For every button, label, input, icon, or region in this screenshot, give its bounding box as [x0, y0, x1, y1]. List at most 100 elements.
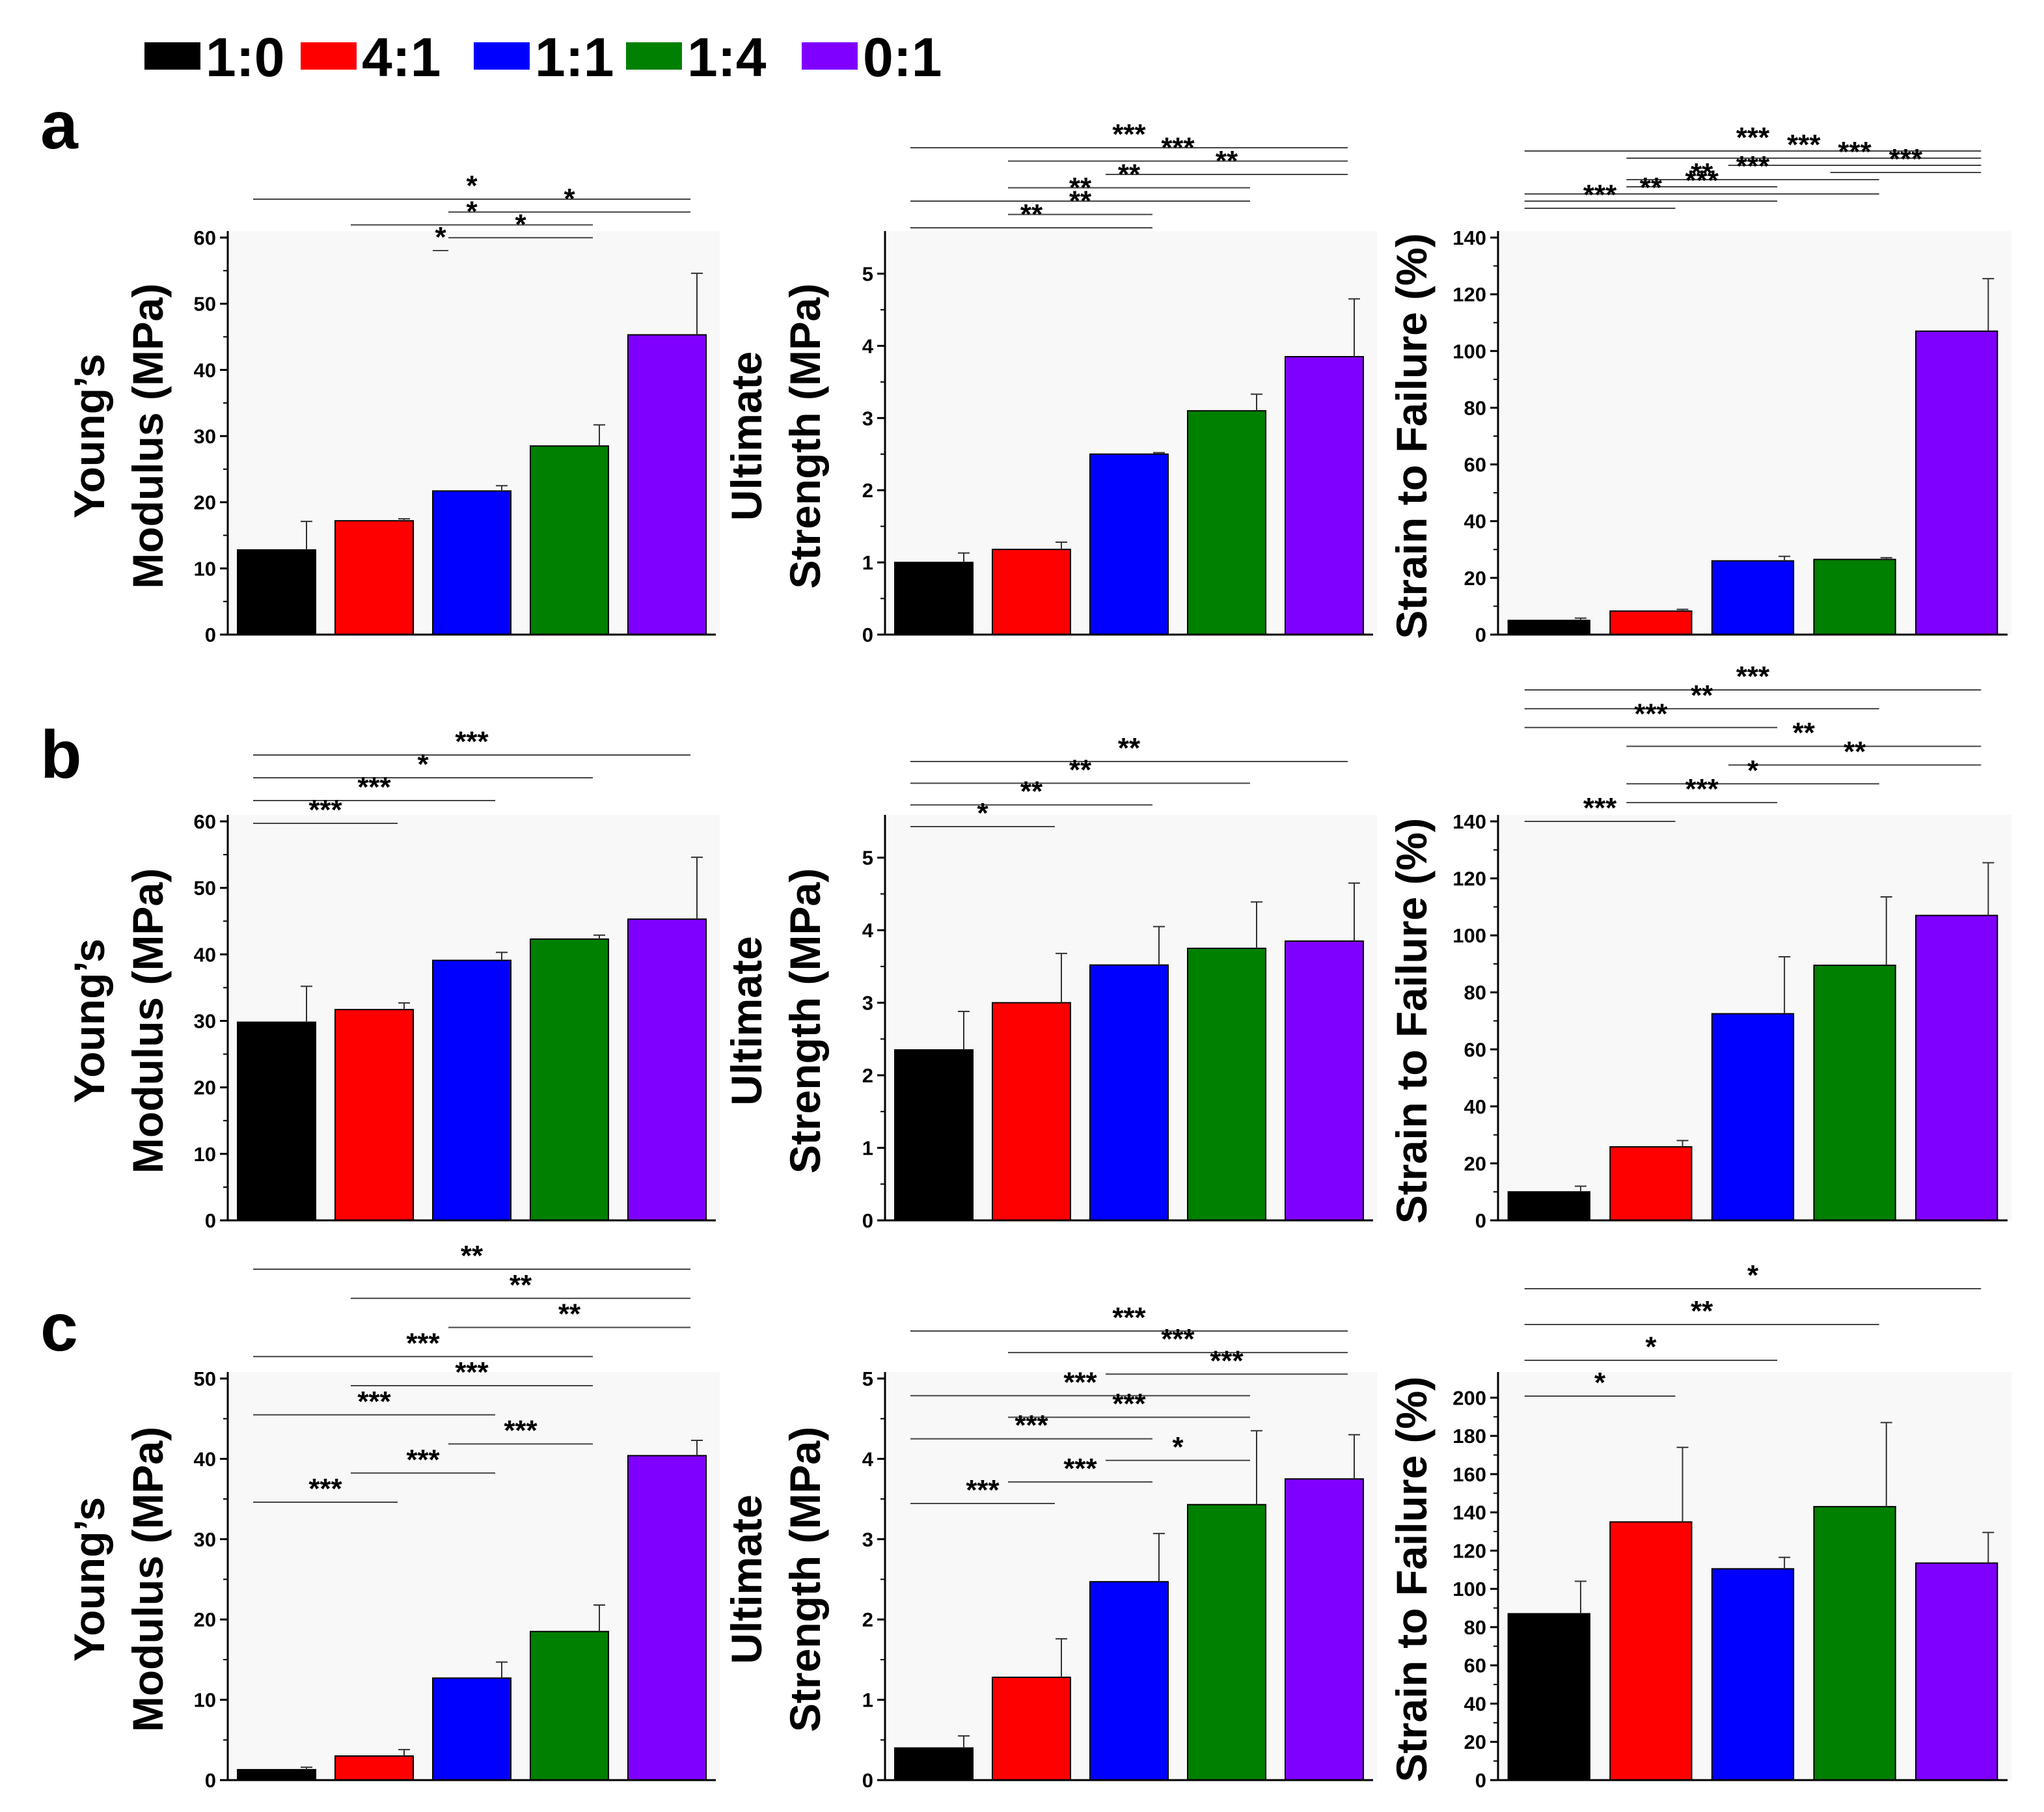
significance-label: *** — [406, 1444, 440, 1476]
bar-1-4 — [530, 1630, 609, 1781]
y-tick-label: 120 — [1452, 868, 1486, 890]
significance-label: * — [417, 748, 429, 780]
y-tick-label: 160 — [1452, 1463, 1486, 1486]
significance-label: ** — [1793, 717, 1816, 749]
significance-label: ** — [1118, 732, 1141, 764]
legend-swatch — [802, 42, 858, 70]
significance-label: ** — [1069, 172, 1092, 204]
significance-label: * — [1747, 1259, 1759, 1291]
y-tick-label: 3 — [862, 407, 873, 430]
y-tick-label: 180 — [1452, 1425, 1486, 1448]
y-tick-label: 20 — [1464, 567, 1486, 590]
legend-label: 1:0 — [206, 27, 284, 88]
y-tick-label: 0 — [205, 624, 216, 646]
significance-label: *** — [455, 1356, 489, 1388]
legend-label: 0:1 — [863, 27, 942, 88]
bar-1-1 — [1711, 560, 1795, 636]
y-tick-label: 30 — [194, 1010, 216, 1033]
y-tick-label: 60 — [1464, 1654, 1486, 1677]
y-tick-label: 5 — [862, 262, 873, 285]
y-axis-label-line-1: Ultimate — [722, 936, 770, 1105]
bar-0-1 — [1915, 1562, 1998, 1781]
y-tick-label: 60 — [194, 810, 216, 833]
y-tick-label: 0 — [1475, 1769, 1486, 1792]
y-tick-label: 2 — [862, 479, 873, 502]
significance-label: *** — [1161, 132, 1195, 164]
significance-label: *** — [966, 1474, 1000, 1506]
y-tick-label: 2 — [862, 1064, 873, 1087]
y-tick-label: 200 — [1452, 1386, 1486, 1409]
y-tick-label: 30 — [194, 1528, 216, 1551]
y-tick-label: 0 — [205, 1209, 216, 1232]
y-axis-label-line-2: Modulus (MPa) — [124, 1427, 172, 1732]
significance-label: ** — [461, 1240, 484, 1272]
significance-label: *** — [1685, 773, 1719, 805]
significance-label: *** — [1736, 661, 1770, 693]
y-tick-label: 140 — [1452, 226, 1486, 249]
legend-swatch — [301, 42, 357, 70]
significance-label: * — [1172, 1431, 1184, 1463]
significance-label: *** — [308, 1473, 342, 1505]
bar-1-0 — [894, 1747, 974, 1781]
significance-label: *** — [1112, 118, 1146, 150]
bar-4-1 — [992, 1002, 1071, 1221]
y-tick-label: 3 — [862, 1528, 873, 1551]
y-tick-label: 20 — [1464, 1152, 1486, 1175]
significance-label: *** — [1583, 179, 1617, 211]
bar-4-1 — [334, 1009, 414, 1222]
bar-1-1 — [1089, 1581, 1169, 1781]
significance-label: *** — [357, 1386, 391, 1418]
y-tick-label: 120 — [1452, 1539, 1486, 1562]
significance-label: ** — [1691, 158, 1713, 189]
y-tick-label: 80 — [1464, 396, 1486, 419]
significance-label: *** — [1063, 1366, 1097, 1398]
significance-label: ** — [558, 1298, 581, 1330]
significance-label: ** — [1691, 1295, 1713, 1327]
row-label-b: b — [40, 717, 82, 793]
y-axis-label-line-2: Modulus (MPa) — [124, 868, 172, 1174]
significance-label: * — [977, 797, 988, 829]
significance-label: *** — [1583, 792, 1617, 824]
y-tick-label: 50 — [194, 293, 216, 316]
y-tick-label: 140 — [1452, 1502, 1486, 1524]
y-tick-label: 1 — [862, 1689, 873, 1712]
panel-b-3: 0 20 40 60 80 100 120 140 Strain to Failure (%) *… — [1387, 661, 2011, 1232]
significance-label: *** — [504, 1415, 538, 1447]
y-tick-label: 40 — [1464, 510, 1486, 533]
y-tick-label: 4 — [862, 919, 874, 942]
bar-1-0 — [894, 1049, 974, 1221]
y-tick-label: 1 — [862, 1137, 873, 1160]
y-axis-label-line-2: Strength (MPa) — [781, 283, 829, 588]
significance-label: * — [564, 183, 575, 215]
y-tick-label: 40 — [194, 359, 216, 381]
bar-4-1 — [1609, 1521, 1693, 1781]
y-tick-label: 100 — [1452, 1578, 1486, 1600]
bar-0-1 — [627, 334, 707, 635]
y-tick-label: 0 — [1475, 624, 1486, 646]
bar-1-1 — [432, 490, 511, 636]
y-tick-label: 20 — [194, 1608, 216, 1631]
significance-label: *** — [1736, 150, 1770, 182]
significance-label: ** — [1020, 776, 1043, 808]
row-label-c: c — [40, 1290, 78, 1366]
bar-1-4 — [1813, 1505, 1896, 1781]
bar-4-1 — [992, 1677, 1071, 1781]
bar-1-4 — [530, 445, 609, 635]
y-axis-label-line-2: Strength (MPa) — [781, 1427, 829, 1732]
significance-label: * — [1747, 754, 1759, 786]
panel-a-3: 0 20 40 60 80 100 120 140 Strain to Failure (%) *… — [1387, 122, 2011, 646]
y-tick-label: 10 — [194, 1689, 216, 1712]
bar-4-1 — [334, 520, 414, 636]
legend-item-1: 1:0 — [144, 27, 284, 88]
y-tick-label: 60 — [194, 226, 216, 249]
y-axis-label-line-1: Young’s — [65, 939, 113, 1103]
bar-0-1 — [1285, 356, 1364, 635]
legend-label: 4:1 — [362, 27, 441, 88]
y-tick-label: 0 — [862, 1209, 873, 1232]
bar-1-4 — [1187, 948, 1266, 1221]
y-tick-label: 4 — [862, 1448, 874, 1470]
legend-item-5: 0:1 — [802, 27, 942, 88]
bar-1-4 — [530, 938, 609, 1221]
